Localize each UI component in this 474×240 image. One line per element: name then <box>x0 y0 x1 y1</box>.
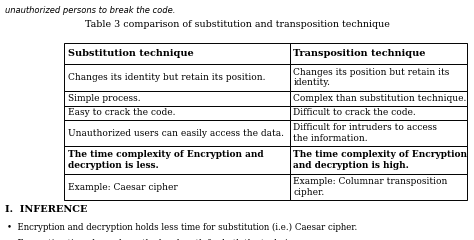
Bar <box>290 43 467 64</box>
Bar <box>290 91 467 106</box>
Text: Table 3 comparison of substitution and transposition technique: Table 3 comparison of substitution and t… <box>84 20 390 29</box>
Text: Example: Columnar transposition
cipher.: Example: Columnar transposition cipher. <box>293 177 448 197</box>
Bar <box>290 146 467 174</box>
Bar <box>64 146 290 174</box>
Text: •  Encryption time depends on the key length for both the techniques.: • Encryption time depends on the key len… <box>7 239 311 240</box>
Text: Simple process.: Simple process. <box>68 94 140 103</box>
Text: I.  INFERENCE: I. INFERENCE <box>5 205 87 214</box>
Bar <box>64 43 290 64</box>
Text: Transposition technique: Transposition technique <box>293 49 426 58</box>
Text: Example: Caesar cipher: Example: Caesar cipher <box>68 183 178 192</box>
Text: Changes its identity but retain its position.: Changes its identity but retain its posi… <box>68 73 265 82</box>
Text: Substitution technique: Substitution technique <box>68 49 193 58</box>
Text: Complex than substitution technique.: Complex than substitution technique. <box>293 94 467 103</box>
Text: The time complexity of Encryption
and decryption is high.: The time complexity of Encryption and de… <box>293 150 467 170</box>
Text: The time complexity of Encryption and
decryption is less.: The time complexity of Encryption and de… <box>68 150 264 170</box>
Text: Unauthorized users can easily access the data.: Unauthorized users can easily access the… <box>68 129 284 138</box>
Bar <box>290 120 467 146</box>
Bar <box>64 120 290 146</box>
Text: Changes its position but retain its
identity.: Changes its position but retain its iden… <box>293 67 450 87</box>
Text: Difficult for intruders to access
the information.: Difficult for intruders to access the in… <box>293 123 438 143</box>
Bar <box>64 106 290 120</box>
Bar <box>64 91 290 106</box>
Bar <box>290 64 467 91</box>
Bar <box>64 64 290 91</box>
Bar <box>290 106 467 120</box>
Bar <box>290 174 467 200</box>
Text: •  Encryption and decryption holds less time for substitution (i.e.) Caesar ciph: • Encryption and decryption holds less t… <box>7 223 357 232</box>
Text: Difficult to crack the code.: Difficult to crack the code. <box>293 108 416 117</box>
Text: Easy to crack the code.: Easy to crack the code. <box>68 108 175 117</box>
Text: unauthorized persons to break the code.: unauthorized persons to break the code. <box>5 6 175 15</box>
Bar <box>64 174 290 200</box>
